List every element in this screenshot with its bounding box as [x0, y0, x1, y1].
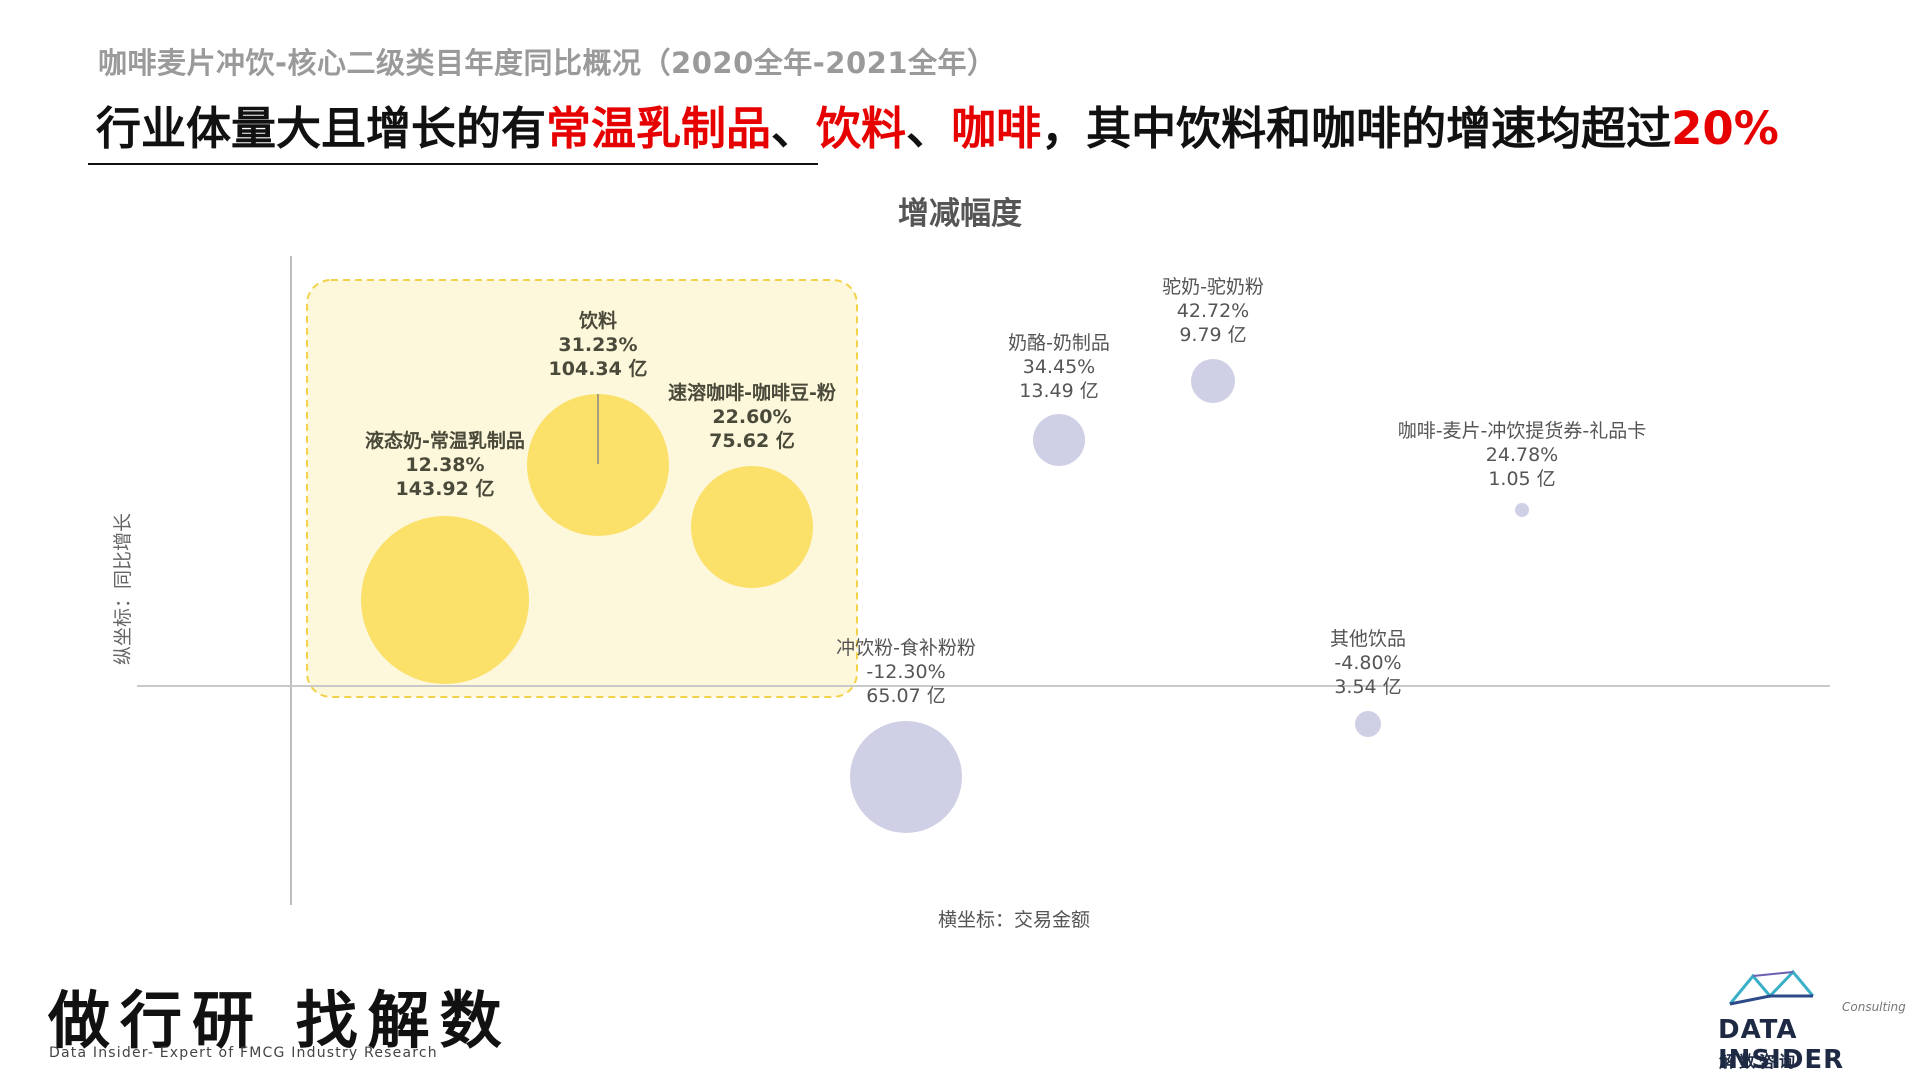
bubble-label-growth-0: 12.38%	[405, 454, 484, 476]
bubble-label-amount-3: 13.49 亿	[1019, 380, 1098, 402]
chart-title: 增减幅度	[898, 196, 1022, 232]
y-axis-label: 纵坐标：同比增长	[112, 512, 134, 665]
bubble-label-amount-6: 65.07 亿	[866, 685, 945, 707]
headline-part-5: 咖啡	[951, 102, 1042, 155]
page-subtitle: 咖啡麦片冲饮-核心二级类目年度同比概况（2020全年-2021全年）	[98, 46, 997, 80]
bubble-label-amount-1: 104.34 亿	[549, 357, 648, 380]
bubble-label-name-7: 其他饮品	[1330, 628, 1406, 650]
bubble-0	[361, 516, 529, 684]
bubble-6	[850, 721, 962, 833]
bubble-label-amount-0: 143.92 亿	[396, 477, 495, 500]
bubble-label-growth-1: 31.23%	[558, 334, 637, 356]
x-axis-label: 横坐标：交易金额	[0, 905, 1920, 932]
headline-part-6: ，其中饮料和咖啡的增速均超过	[1041, 102, 1672, 155]
bubble-label-name-4: 驼奶-驼奶粉	[1162, 276, 1264, 298]
bubble-label-amount-7: 3.54 亿	[1334, 676, 1401, 698]
headline-part-1: 常温乳制品	[546, 102, 772, 155]
logo-consulting-text: Consulting	[1842, 1000, 1906, 1014]
logo-cn-name: 解数咨询	[1719, 1052, 1800, 1071]
footer-tagline: Data Insider- Expert of FMCG Industry Re…	[49, 1045, 438, 1061]
logo-name: DATA INSIDER	[1718, 1015, 1845, 1075]
bubble-label-name-0: 液态奶-常温乳制品	[365, 429, 525, 452]
bubble-label-name-1: 饮料	[578, 309, 617, 332]
bubble-label-name-2: 速溶咖啡-咖啡豆-粉	[668, 381, 836, 404]
bubble-5	[1515, 503, 1529, 517]
headline-part-0: 行业体量大且增长的有	[96, 102, 547, 155]
bubble-label-growth-3: 34.45%	[1023, 356, 1095, 378]
headline-underline	[88, 163, 818, 165]
bubble-label-name-5: 咖啡-麦片-冲饮提货券-礼品卡	[1398, 420, 1647, 442]
bubble-label-growth-7: -4.80%	[1334, 652, 1401, 674]
bubble-label-name-6: 冲饮粉-食补粉粉	[836, 637, 976, 659]
headline-part-2: 、	[771, 102, 817, 155]
bubble-label-name-3: 奶酪-奶制品	[1008, 332, 1110, 354]
bubble-1	[527, 394, 669, 536]
bubble-label-growth-4: 42.72%	[1177, 300, 1249, 322]
headline-part-3: 饮料	[816, 102, 907, 155]
bubble-label-amount-4: 9.79 亿	[1179, 324, 1246, 346]
headline-part-4: 、	[906, 102, 952, 155]
bubble-3	[1033, 414, 1085, 466]
bubble-label-amount-2: 75.62 亿	[709, 429, 795, 452]
x-axis-label-text: 横坐标：交易金额	[937, 909, 1090, 931]
headline-part-7: 20%	[1671, 102, 1779, 155]
bubble-label-growth-2: 22.60%	[712, 406, 791, 428]
bubble-4	[1191, 359, 1235, 403]
page-headline: 行业体量大且增长的有常温乳制品、饮料、咖啡，其中饮料和咖啡的增速均超过20%	[96, 92, 1779, 157]
bubble-label-growth-5: 24.78%	[1486, 444, 1558, 466]
bubble-label-growth-6: -12.30%	[866, 661, 945, 683]
data-insider-logo-icon	[1728, 969, 1815, 1006]
bubble-2	[691, 466, 813, 588]
footer-slogan: 做行研 找解数	[48, 984, 512, 1057]
bubble-7	[1355, 711, 1381, 737]
bubble-label-amount-5: 1.05 亿	[1488, 468, 1555, 490]
